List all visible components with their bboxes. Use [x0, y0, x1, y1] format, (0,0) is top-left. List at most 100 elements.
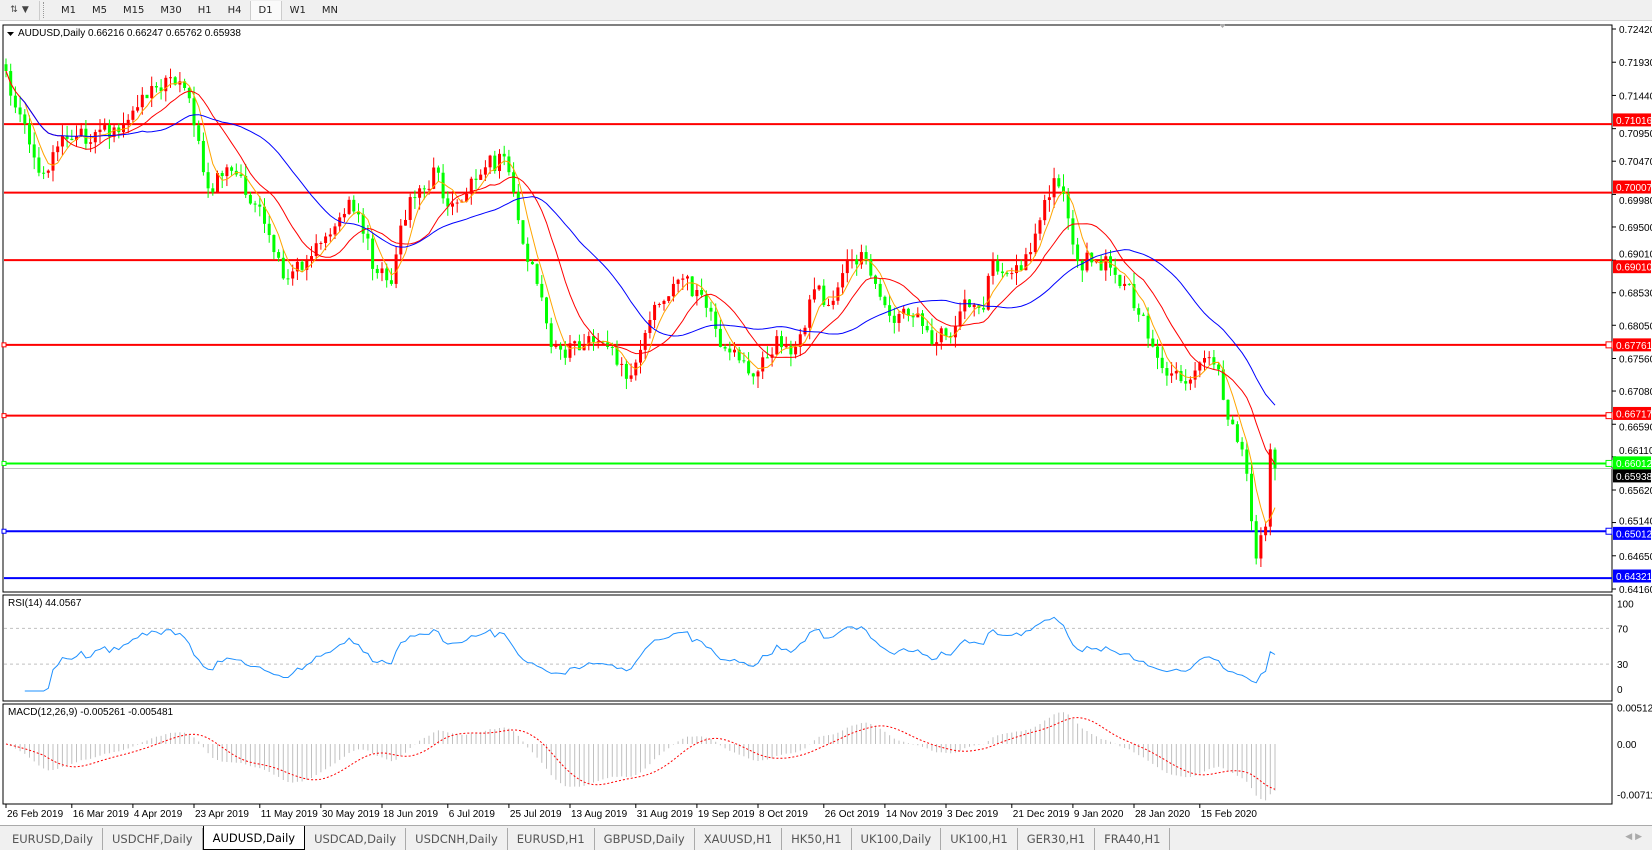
line-studies-button[interactable]: ⇅ ▼	[0, 0, 40, 20]
current-price-label-bg	[1613, 469, 1651, 483]
candle-body	[281, 257, 285, 279]
candle-body	[545, 297, 548, 324]
timeframe-h4[interactable]: H4	[227, 4, 242, 16]
level-handle[interactable]	[1, 460, 7, 466]
timeframe-m1[interactable]: M1	[61, 4, 76, 16]
candle-body	[653, 304, 657, 320]
candle-body	[996, 260, 1000, 272]
price-tick-label: 0.69500	[1619, 223, 1652, 234]
timeframe-m30[interactable]: M30	[160, 4, 182, 16]
price-tick-label: 0.67560	[1619, 354, 1652, 365]
candle-body	[1033, 233, 1037, 253]
candle-body	[1221, 369, 1225, 400]
candle-body	[159, 87, 163, 92]
date-tick-label: 23 Apr 2019	[195, 809, 249, 820]
candle-body	[596, 341, 600, 343]
level-handle[interactable]	[1605, 412, 1613, 420]
candle-body	[493, 155, 497, 172]
chart-tab[interactable]: EURUSD,Daily	[3, 828, 103, 850]
date-tick-label: 6 Jul 2019	[449, 809, 496, 820]
candle-body	[13, 95, 17, 108]
candle-body	[263, 206, 266, 224]
candle-body	[1104, 256, 1108, 271]
candle-body	[319, 243, 323, 245]
candle-body	[568, 343, 572, 358]
candle-body	[1076, 244, 1080, 261]
candle-body	[812, 289, 816, 300]
price-tick-label: 0.71440	[1619, 91, 1652, 102]
chart-window[interactable]: 0.72420 0.71930 0.71440 0.71016 0.70950 0.704…	[0, 22, 1652, 824]
level-handle[interactable]	[1, 342, 7, 348]
chart-menu-triangle-icon[interactable]	[7, 32, 14, 36]
price-tick-label: 0.64160	[1619, 585, 1652, 596]
level-label-bg	[1613, 456, 1651, 470]
candle-body	[573, 341, 577, 344]
candle-body	[1132, 284, 1136, 309]
chart-tab[interactable]: GER30,H1	[1018, 828, 1096, 850]
chart-tab[interactable]: HK50,H1	[782, 828, 852, 850]
price-tick-label: 0.68530	[1619, 289, 1652, 300]
macd-tick-label: 0.005121	[1617, 704, 1652, 715]
timeframe-w1[interactable]: W1	[289, 4, 306, 16]
level-handle[interactable]	[1605, 341, 1613, 349]
level-handle[interactable]	[1, 413, 7, 419]
level-handle[interactable]	[1605, 459, 1613, 467]
chart-tab[interactable]: AUDUSD,Daily	[202, 826, 306, 850]
candle-body	[131, 110, 135, 120]
candle-body	[201, 140, 205, 173]
rsi-label: RSI(14) 44.0567	[8, 598, 82, 609]
chart-tab[interactable]: EURUSD,H1	[508, 828, 595, 850]
candle-body	[949, 335, 953, 338]
candle-body	[1226, 399, 1230, 420]
chart-tab[interactable]: USDCNH,Daily	[406, 828, 508, 850]
toolbar-grip[interactable]	[43, 2, 47, 18]
candle-body	[272, 235, 276, 253]
candle-body	[465, 193, 469, 202]
chart-tab[interactable]: USDCHF,Daily	[103, 828, 203, 850]
candle-body	[681, 278, 685, 280]
chart-tab[interactable]: FRA40,H1	[1095, 828, 1171, 850]
ma-slow-line	[19, 96, 1276, 406]
candle-body	[1146, 315, 1150, 339]
candle-body	[601, 341, 605, 343]
date-tick-label: 4 Apr 2019	[134, 809, 183, 820]
candle-body	[587, 336, 591, 345]
candle-body	[220, 173, 224, 177]
price-tick-label: 0.68050	[1619, 321, 1652, 332]
level-handle[interactable]	[1, 528, 7, 534]
candle-body	[1019, 265, 1023, 271]
timeframe-mn[interactable]: MN	[321, 4, 338, 16]
date-tick-label: 9 Jan 2020	[1074, 809, 1124, 820]
chart-tab[interactable]: XAUUSD,H1	[695, 828, 783, 850]
candle-body	[37, 157, 41, 173]
candle-body	[592, 336, 595, 342]
candle-body	[836, 287, 840, 301]
candle-body	[902, 308, 906, 315]
candle-body	[742, 360, 746, 362]
candle-body	[446, 198, 450, 207]
candle-body	[244, 175, 248, 195]
tab-scroll-arrows-icon[interactable]: ◀ ▶	[1625, 832, 1642, 842]
timeframe-m15[interactable]: M15	[123, 4, 145, 16]
level-price-label: 0.65012	[1616, 529, 1652, 540]
chart-tab[interactable]: UK100,H1	[941, 828, 1018, 850]
candle-body	[1207, 357, 1211, 359]
timeframe-d1[interactable]: D1	[249, 0, 282, 20]
candle-body	[526, 243, 530, 262]
candle-body	[366, 233, 370, 239]
price-tick-label: 0.66110	[1619, 446, 1652, 457]
candle-body	[1268, 449, 1272, 527]
candle-body	[333, 226, 337, 235]
candle-body	[286, 278, 290, 280]
chart-tab[interactable]: GBPUSD,Daily	[595, 828, 695, 850]
chart-shift-marker-icon[interactable]	[1219, 24, 1226, 28]
current-price-label: 0.65938	[1616, 472, 1652, 483]
chart-tab[interactable]: UK100,Daily	[852, 828, 942, 850]
timeframe-m5[interactable]: M5	[92, 4, 107, 16]
level-handle[interactable]	[1605, 527, 1613, 535]
candle-body	[991, 260, 995, 276]
candle-body	[248, 194, 252, 204]
timeframe-h1[interactable]: H1	[197, 4, 212, 16]
chevron-down-icon: ▼	[21, 5, 29, 15]
chart-tab[interactable]: USDCAD,Daily	[305, 828, 407, 850]
